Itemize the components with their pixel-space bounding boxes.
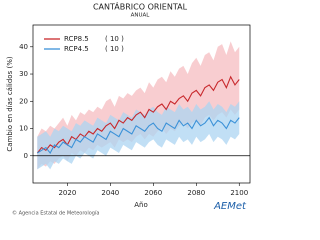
legend-label: RCP8.5	[64, 35, 89, 43]
x-tick-label: 2040	[101, 189, 119, 197]
y-tick-label: 0	[24, 152, 28, 160]
x-tick-label: 2020	[58, 189, 76, 197]
footer: © Agencia Estatal de Meteorología	[12, 210, 99, 217]
chart-title: CANTÁBRICO ORIENTAL	[93, 1, 188, 12]
chart-subtitle: ANUAL	[131, 13, 151, 19]
x-axis-label: Año	[134, 201, 148, 209]
x-tick-label: 2100	[230, 189, 248, 197]
y-axis-label: Cambio en días cálidos (%)	[6, 56, 14, 151]
y-tick-label: 40	[19, 43, 28, 51]
legend-label: RCP4.5	[64, 45, 89, 53]
y-tick-label: 10	[19, 125, 28, 133]
y-tick-label: 30	[19, 70, 28, 78]
plot-frame	[32, 24, 251, 184]
chart: CANTÁBRICO ORIENTAL ANUAL Año Cambio en …	[6, 1, 251, 217]
series-line	[36, 75, 240, 154]
y-tick-label: 20	[19, 97, 28, 105]
series-line	[37, 116, 240, 155]
legend-count: ( 10 )	[105, 45, 124, 53]
x-tick-label: 2060	[144, 189, 162, 197]
legend-count: ( 10 )	[105, 35, 124, 43]
uncertainty-band	[37, 101, 240, 170]
logo: AEMet	[213, 201, 247, 212]
x-tick-label: 2080	[187, 189, 205, 197]
